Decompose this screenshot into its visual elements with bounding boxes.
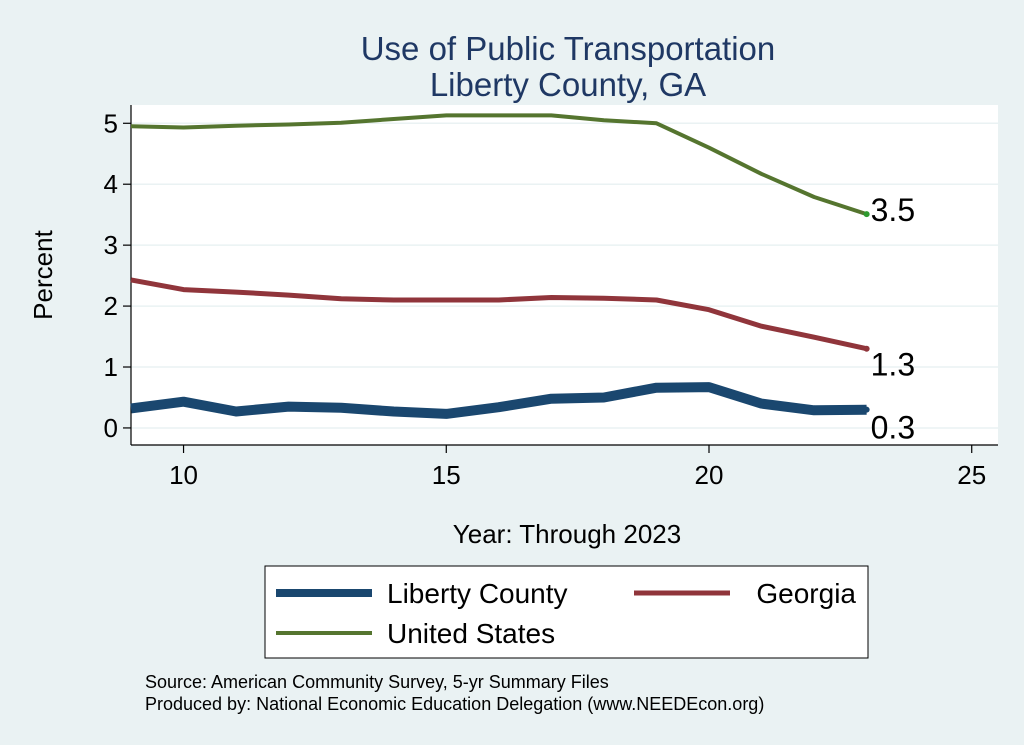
gridlines: [131, 122, 998, 429]
legend-label-liberty-county: Liberty County: [387, 578, 568, 609]
legend: Liberty County Georgia United States: [264, 565, 869, 659]
end-label-liberty-county: 0.3: [871, 410, 915, 446]
end-point-georgia: [863, 345, 870, 352]
y-tick-label-5: 5: [104, 108, 118, 138]
series-line-georgia: [130, 277, 868, 352]
y-tick-label-3: 3: [104, 230, 118, 260]
x-axis-title: Year: Through 2023: [453, 519, 681, 549]
plot-area: [131, 105, 998, 445]
x-tick-label-20: 20: [695, 460, 724, 490]
legend-label-united-states: United States: [387, 618, 555, 649]
legend-box: [264, 565, 869, 659]
y-tick-label-2: 2: [104, 291, 118, 321]
end-label-georgia: 1.3: [871, 347, 915, 383]
x-tick-label-15: 15: [432, 460, 461, 490]
x-tick-label-25: 25: [957, 460, 986, 490]
producer-note: Produced by: National Economic Education…: [145, 694, 764, 714]
end-point-liberty-county: [863, 406, 870, 413]
legend-label-georgia: Georgia: [756, 578, 856, 609]
series-line-united-states: [130, 113, 868, 217]
y-tick-label-0: 0: [104, 413, 118, 443]
x-tick-label-10: 10: [169, 460, 198, 490]
chart-subtitle: Liberty County, GA: [430, 66, 706, 103]
y-axis-title: Percent: [28, 229, 58, 319]
y-tick-label-1: 1: [104, 352, 118, 382]
series-group: [130, 113, 870, 419]
source-note: Source: American Community Survey, 5-yr …: [145, 672, 609, 692]
end-point-united-states: [863, 211, 870, 218]
end-labels: 0.3 1.3 3.5: [871, 192, 915, 446]
y-ticks: 0 1 2 3 4 5: [104, 108, 131, 443]
series-line-liberty-county: [130, 382, 867, 419]
x-ticks: 10 15 20 25: [169, 445, 986, 490]
end-label-united-states: 3.5: [871, 192, 915, 228]
axes: [130, 105, 998, 446]
y-tick-label-4: 4: [104, 169, 118, 199]
chart-title: Use of Public Transportation: [361, 30, 776, 67]
